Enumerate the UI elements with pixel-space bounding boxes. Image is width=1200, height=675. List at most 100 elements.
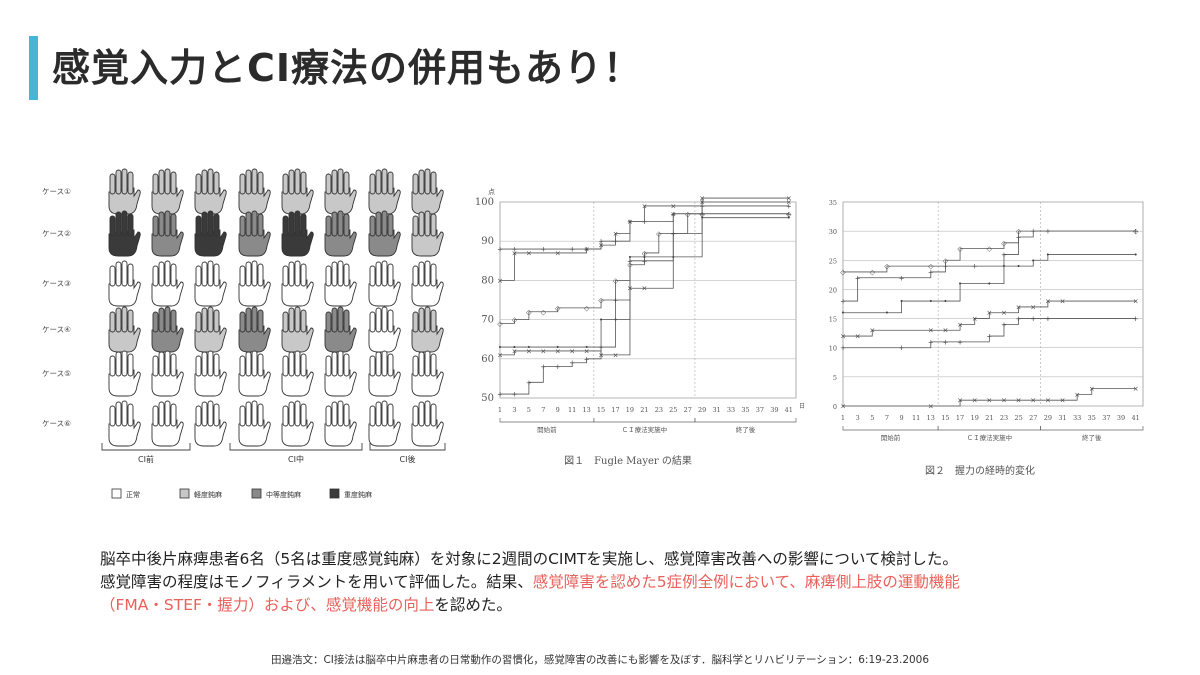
hand-finger	[239, 355, 246, 377]
data-point: •	[556, 344, 560, 352]
hand-finger	[245, 169, 252, 195]
hand-finger	[251, 400, 258, 427]
grip-figure: 0 5 10 15 20 25 30 35 1 3 5 7 9 11 13 15 17 19 21 23 25 27 29 3…	[815, 190, 1165, 490]
hand-palm	[108, 187, 141, 215]
hand-palm	[281, 187, 314, 215]
hand-finger	[158, 351, 165, 377]
hand-finger	[418, 351, 425, 377]
hand-finger	[369, 265, 376, 287]
data-point: ◇	[512, 316, 518, 324]
hand-finger	[195, 355, 202, 377]
hand-finger	[337, 400, 344, 427]
hand-finger	[170, 171, 177, 195]
hand-finger	[207, 306, 214, 333]
data-point: +	[899, 344, 905, 352]
hand-icon	[108, 306, 141, 353]
y-tick-label: 20	[829, 286, 837, 294]
data-point: ◇	[497, 320, 503, 328]
hand-finger	[251, 210, 258, 237]
hand-finger	[109, 215, 116, 237]
hand-finger	[152, 265, 159, 287]
hand-finger	[282, 405, 289, 427]
data-point: ×	[869, 327, 875, 335]
data-point: ×	[526, 249, 532, 257]
data-point: ×	[1001, 309, 1007, 317]
phase-label: CI前	[138, 454, 154, 464]
hand-palm	[281, 369, 314, 397]
hand-finger	[195, 405, 202, 427]
x-tick-label: 33	[1073, 414, 1081, 422]
hand-icon	[238, 260, 271, 307]
hand-icon	[281, 350, 314, 397]
hand-finger	[207, 400, 214, 427]
hand-finger	[288, 169, 295, 195]
hand-finger	[213, 213, 220, 237]
hand-palm	[281, 279, 314, 307]
hand-finger	[195, 215, 202, 237]
hand-finger	[158, 401, 165, 427]
phase-bracket	[842, 426, 939, 431]
hand-icon	[324, 168, 357, 215]
hand-icon	[194, 400, 227, 447]
hand-finger	[109, 355, 116, 377]
data-point: •	[599, 316, 603, 324]
y-tick-label: 0	[833, 403, 837, 411]
data-point: ◇	[1133, 228, 1139, 236]
phase-label: CI後	[400, 454, 416, 464]
data-point: ×	[986, 397, 992, 405]
hand-finger	[257, 171, 264, 195]
data-point: +	[943, 338, 949, 346]
hand-finger	[424, 350, 431, 377]
data-point: •	[498, 344, 502, 352]
hand-palm	[368, 325, 401, 353]
data-point: •	[628, 253, 632, 261]
data-point: ×	[512, 249, 518, 257]
hand-palm	[324, 419, 357, 447]
data-point: •	[958, 280, 962, 288]
data-point: ◇	[957, 245, 963, 253]
y-tick-label: 90	[481, 236, 494, 247]
x-tick-label: 37	[756, 406, 764, 414]
hand-finger	[109, 405, 116, 427]
data-point: •	[1046, 251, 1050, 259]
hand-finger	[300, 403, 307, 427]
x-tick-label: 23	[1000, 414, 1008, 422]
data-point: +	[555, 363, 561, 371]
hand-icon	[194, 306, 227, 353]
hand-finger	[109, 265, 116, 287]
data-point: +	[928, 338, 934, 346]
hand-finger	[381, 306, 388, 333]
data-point: +	[641, 218, 647, 226]
data-point: •	[987, 280, 991, 288]
hand-finger	[300, 309, 307, 333]
data-point: +	[598, 238, 604, 246]
hand-palm	[194, 419, 227, 447]
data-point: ×	[641, 202, 647, 210]
hand-finger	[288, 307, 295, 333]
hand-icon	[324, 306, 357, 353]
hand-finger	[282, 355, 289, 377]
hand-icon	[324, 260, 357, 307]
data-point: ◇	[584, 304, 590, 312]
hand-icon	[368, 306, 401, 353]
y-tick-label: 100	[475, 197, 494, 208]
hand-finger	[213, 309, 220, 333]
phase-bracket	[369, 443, 446, 451]
hand-finger	[121, 350, 128, 377]
phase-bracket	[694, 418, 797, 423]
hand-icon	[368, 350, 401, 397]
hand-finger	[245, 211, 252, 237]
data-point: •	[943, 298, 947, 306]
hand-finger	[257, 309, 264, 333]
data-point: •	[1031, 257, 1035, 265]
hand-palm	[368, 419, 401, 447]
x-tick-label: 25	[669, 406, 677, 414]
legend-label: 中等度鈍麻	[266, 490, 301, 499]
hand-finger	[300, 353, 307, 377]
hand-finger	[369, 215, 376, 237]
data-point: ×	[627, 218, 633, 226]
hand-finger	[418, 211, 425, 237]
data-point: +	[1001, 321, 1007, 329]
y-tick-label: 15	[829, 316, 837, 324]
